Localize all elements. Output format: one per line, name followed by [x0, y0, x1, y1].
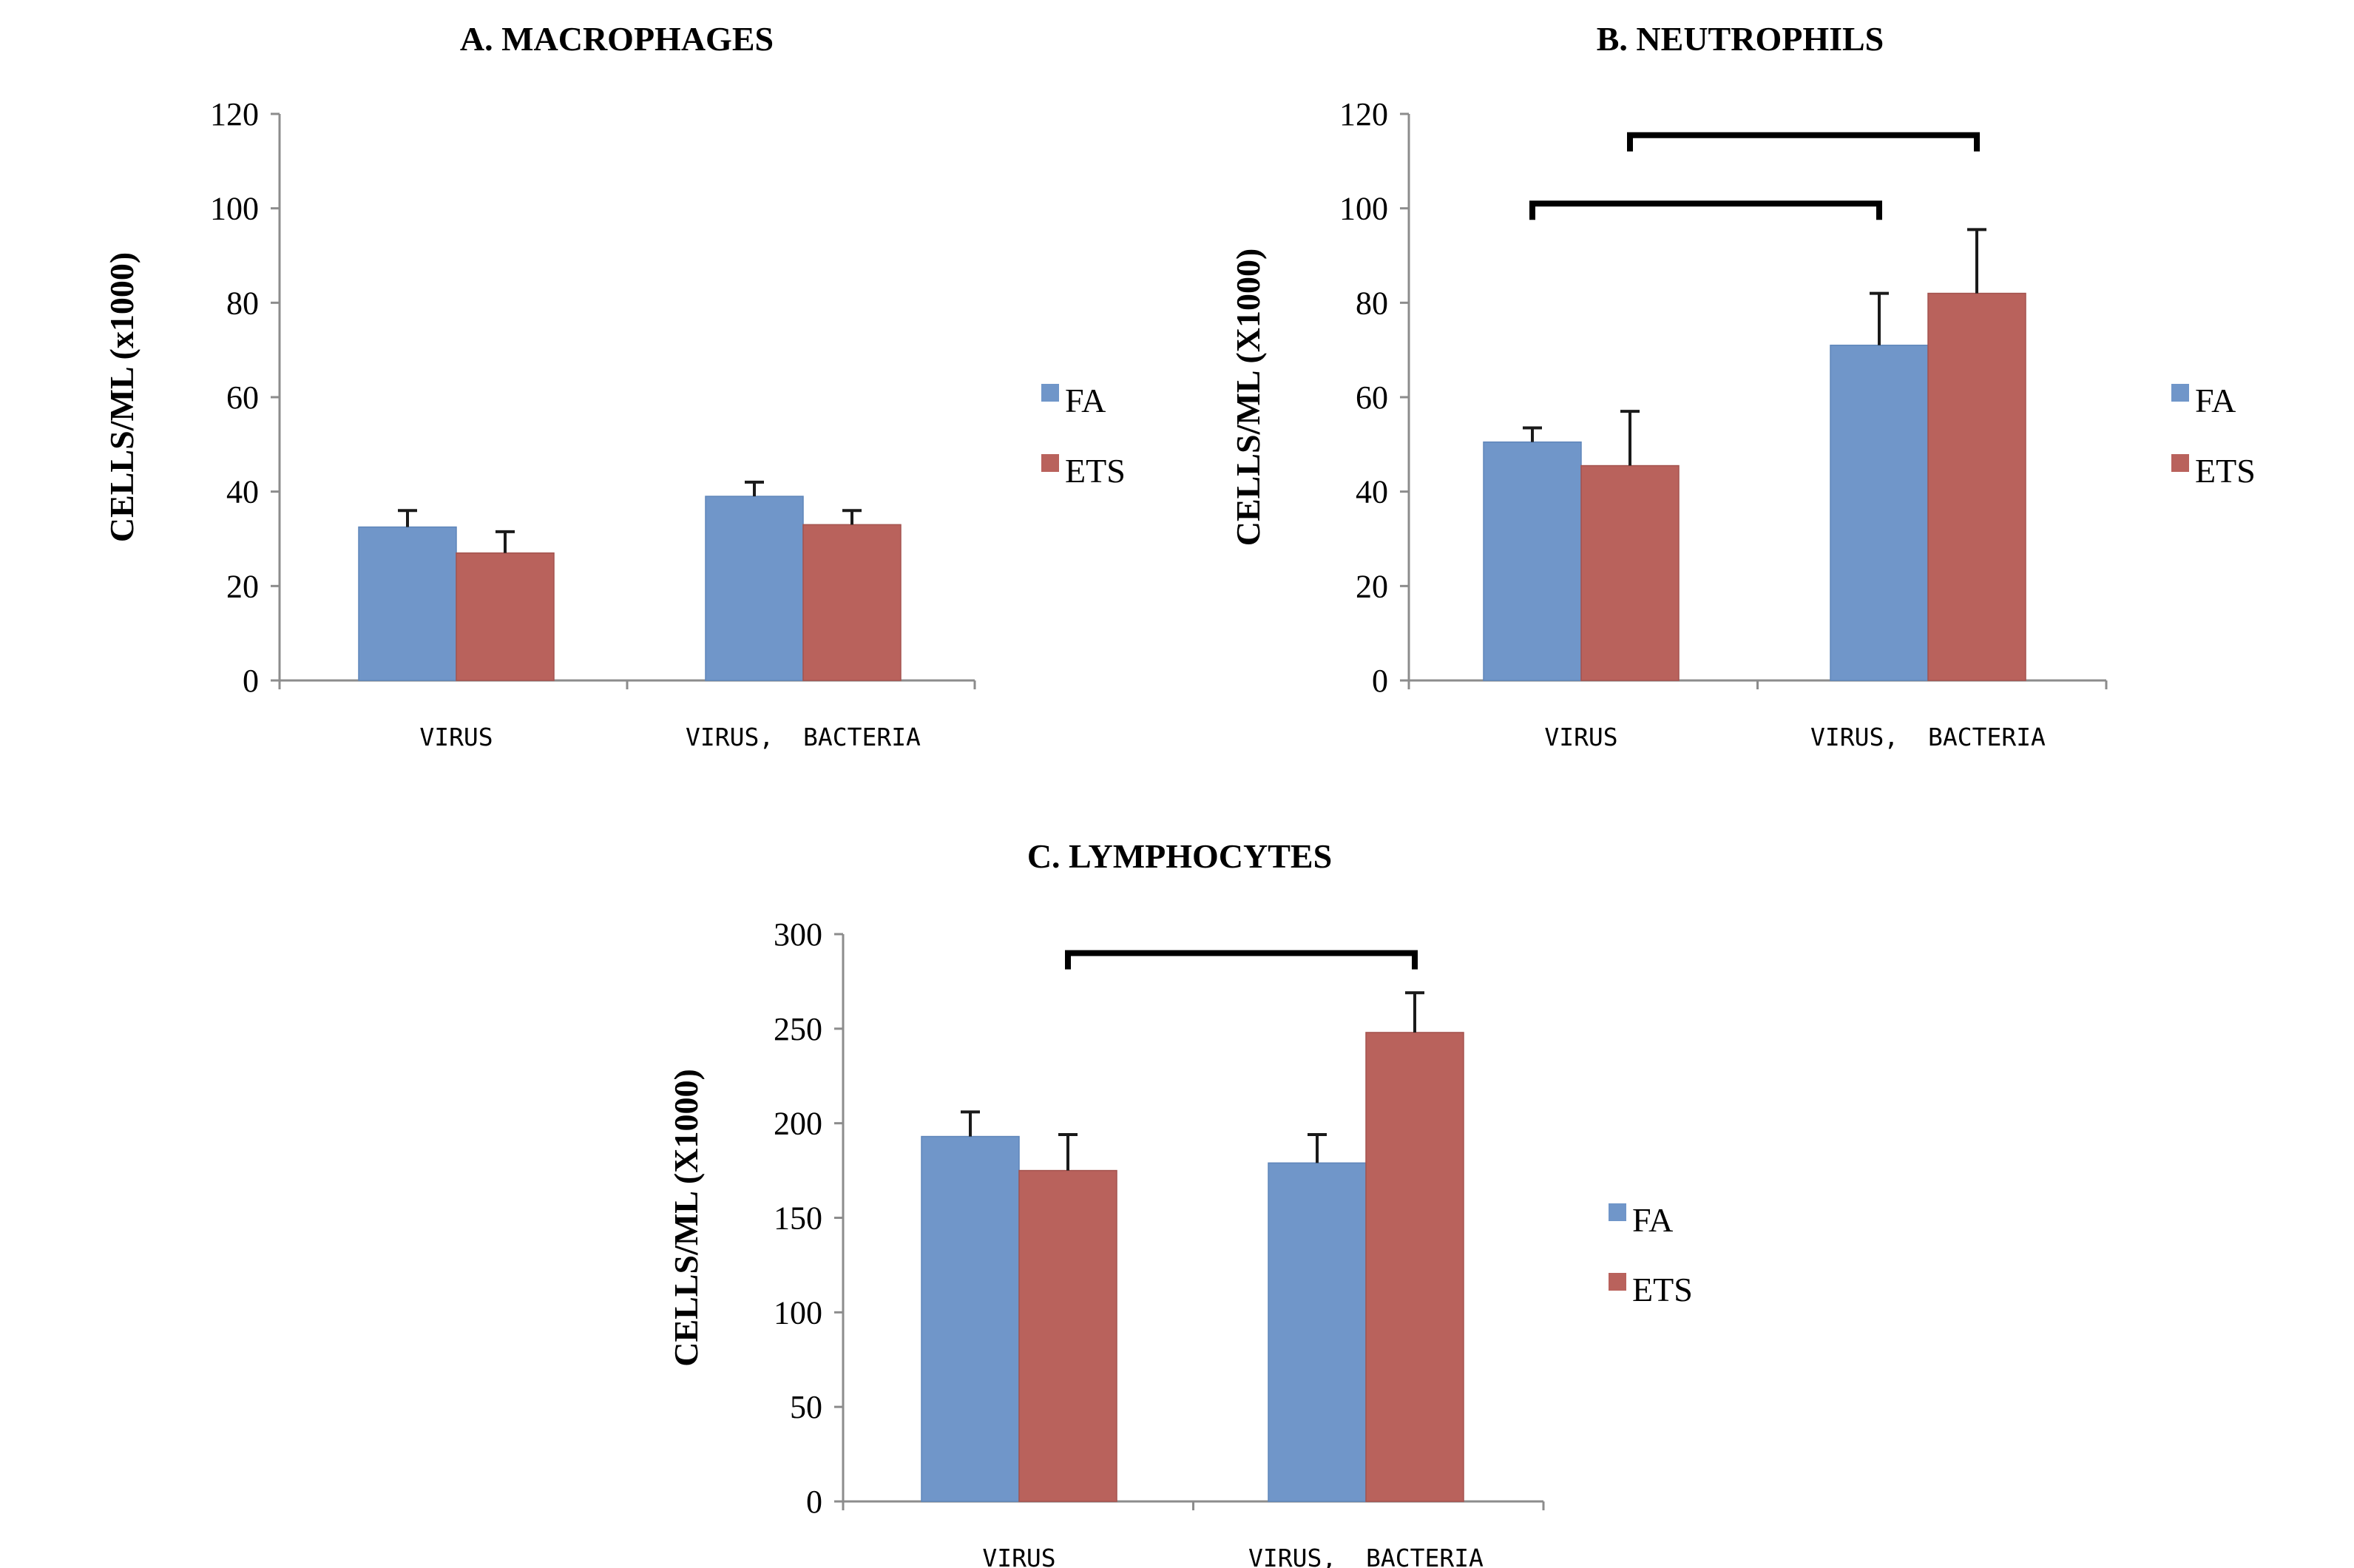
- significance-bracket: [1529, 200, 1882, 220]
- x-category-label: VIRUS, BACTERIA: [1810, 723, 2046, 751]
- bar-ets-virus: [1580, 464, 1680, 681]
- chart-macrophages: A. MACROPHAGES CELLS/ML (x1000) 0 20 40 60 80 1…: [103, 20, 1126, 751]
- y-tick-label: 50: [790, 1389, 822, 1425]
- y-tick-label: 80: [1356, 285, 1388, 321]
- chart-title: B. NEUTROPHILS: [1597, 20, 1884, 58]
- chart-title: A. MACROPHAGES: [460, 20, 774, 58]
- y-tick-label: 120: [210, 96, 259, 132]
- bar-fa-virus: [921, 1135, 1020, 1502]
- y-tick-label: 0: [1372, 663, 1388, 699]
- legend-label-ets: ETS: [1065, 452, 1126, 490]
- legend-swatch-ets: [1041, 454, 1059, 472]
- bar-ets-virus: [1018, 1169, 1117, 1502]
- significance-bracket: [1627, 132, 1980, 152]
- legend-swatch-fa: [2171, 384, 2189, 402]
- y-tick-label: 20: [226, 568, 259, 604]
- y-tick-label: 100: [1339, 191, 1388, 227]
- y-tick-label: 300: [774, 916, 822, 953]
- legend-swatch-fa: [1041, 384, 1059, 402]
- legend-label-fa: FA: [2195, 382, 2236, 419]
- legend-label-ets: ETS: [2195, 452, 2256, 490]
- legend-label-fa: FA: [1065, 382, 1106, 419]
- legend-swatch-ets: [2171, 454, 2189, 472]
- y-tick-label: 60: [1356, 379, 1388, 416]
- bar-ets-virus: [456, 552, 555, 681]
- legend-swatch-fa: [1609, 1203, 1626, 1221]
- y-tick-label: 60: [226, 379, 259, 416]
- y-tick-label: 40: [1356, 474, 1388, 510]
- y-tick-label: 20: [1356, 568, 1388, 604]
- chart-neutrophils: B. NEUTROPHILS CELLS/ML (X1000) 0 20 40 60 80 1…: [1229, 20, 2256, 751]
- legend-label-fa: FA: [1632, 1201, 1673, 1239]
- x-category-label: VIRUS: [1544, 723, 1617, 751]
- bar-ets-virus-bacteria: [1927, 292, 2026, 681]
- significance-bracket: [1065, 950, 1418, 970]
- bar-fa-virus-bacteria: [1830, 345, 1929, 681]
- x-category-label: VIRUS: [982, 1544, 1055, 1568]
- y-tick-label: 150: [774, 1200, 822, 1237]
- x-category-label: VIRUS, BACTERIA: [1248, 1544, 1484, 1568]
- x-category-label: VIRUS, BACTERIA: [686, 723, 921, 751]
- y-tick-label: 120: [1339, 96, 1388, 132]
- y-axis-label: CELLS/ML (X1000): [667, 1069, 705, 1367]
- y-tick-label: 40: [226, 474, 259, 510]
- y-axis-label: CELLS/ML (X1000): [1229, 249, 1267, 547]
- bar-fa-virus-bacteria: [705, 496, 804, 681]
- chart-lymphocytes: C. LYMPHOCYTES CELLS/ML (X1000) 0 50 100 150 2…: [667, 837, 1693, 1568]
- y-tick-label: 0: [806, 1484, 822, 1520]
- legend-swatch-ets: [1609, 1273, 1626, 1291]
- bar-fa-virus: [358, 526, 457, 681]
- legend-label-ets: ETS: [1632, 1271, 1693, 1308]
- chart-title: C. LYMPHOCYTES: [1027, 837, 1332, 875]
- y-axis-label: CELLS/ML (x1000): [103, 252, 141, 542]
- y-tick-label: 200: [774, 1106, 822, 1142]
- bar-fa-virus: [1483, 441, 1582, 681]
- bar-ets-virus-bacteria: [1365, 1032, 1464, 1502]
- y-tick-label: 100: [774, 1294, 822, 1331]
- y-tick-label: 100: [210, 191, 259, 227]
- y-tick-label: 80: [226, 285, 259, 321]
- bar-fa-virus-bacteria: [1268, 1162, 1367, 1502]
- y-tick-label: 0: [243, 663, 259, 699]
- y-tick-label: 250: [774, 1011, 822, 1047]
- bar-ets-virus-bacteria: [802, 524, 902, 681]
- x-category-label: VIRUS: [419, 723, 493, 751]
